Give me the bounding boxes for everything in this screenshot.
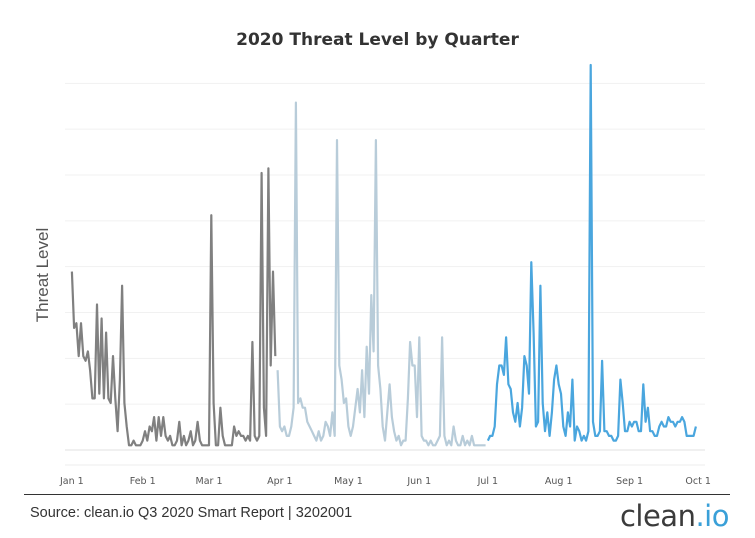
x-tick-label: Jul 1	[477, 476, 499, 487]
logo-text-io: .io	[695, 499, 729, 533]
x-tick-label: Oct 1	[685, 476, 711, 487]
chart-title: 2020 Threat Level by Quarter	[236, 30, 519, 50]
series-line-3	[486, 63, 697, 442]
series-line-2	[276, 101, 486, 447]
footer-divider	[24, 494, 730, 495]
grid-lines	[65, 82, 705, 466]
x-tick-label: Jun 1	[406, 476, 431, 487]
logo-text-clean: clean	[619, 499, 696, 533]
clean-io-logo: clean.io	[619, 499, 730, 533]
x-tick-label: Apr 1	[267, 476, 293, 487]
x-axis-ticks: Jan 1 Feb 1 Mar 1 Apr 1 May 1 Jun 1 Jul 1 Aug 1…	[59, 476, 711, 487]
x-tick-label: May 1	[334, 476, 363, 487]
x-tick-label: Sep 1	[616, 476, 643, 487]
series-line-1	[70, 167, 277, 447]
x-tick-label: Aug 1	[545, 476, 573, 487]
x-tick-label: Feb 1	[130, 476, 156, 487]
source-text: Source: clean.io Q3 2020 Smart Report | …	[30, 505, 353, 521]
x-tick-label: Mar 1	[196, 476, 223, 487]
x-tick-label: Jan 1	[59, 476, 84, 487]
series-lines	[70, 63, 697, 447]
